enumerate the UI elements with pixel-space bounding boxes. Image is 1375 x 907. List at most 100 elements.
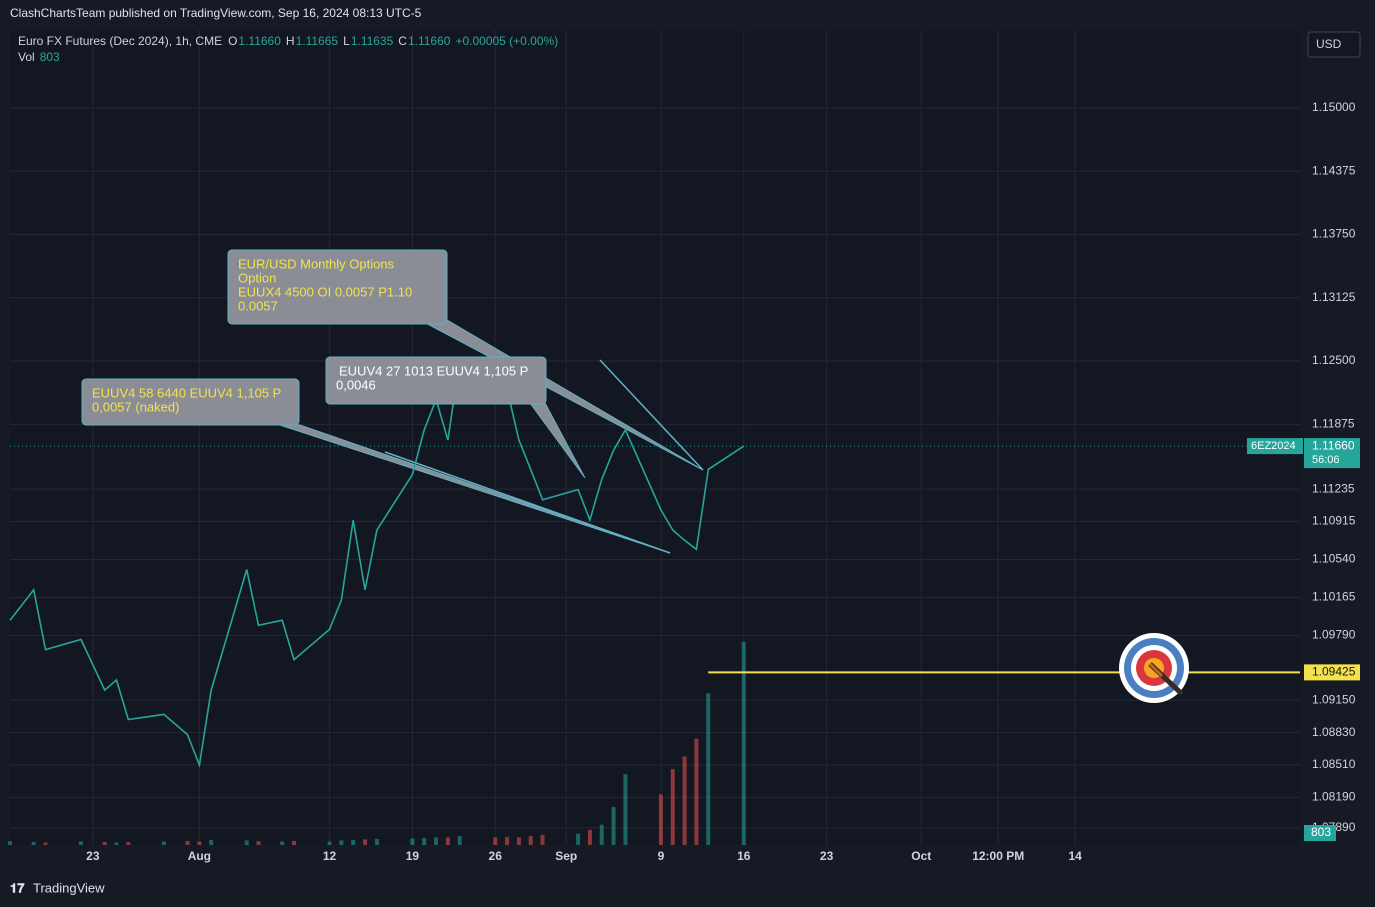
x-tick-label: Oct bbox=[911, 849, 931, 863]
x-tick-label: 14 bbox=[1068, 849, 1082, 863]
x-tick-label: 12:00 PM bbox=[972, 849, 1024, 863]
x-tick-label: 26 bbox=[489, 849, 503, 863]
volume-bar bbox=[694, 738, 699, 845]
volume-tag bbox=[1304, 825, 1336, 841]
x-tick-label: 23 bbox=[820, 849, 834, 863]
volume-bar bbox=[505, 836, 510, 845]
callout-text: 0,0046 bbox=[336, 377, 376, 392]
legend-text: 1.11635 bbox=[351, 34, 394, 48]
target-arrow bbox=[1148, 662, 1164, 678]
volume-bar bbox=[422, 837, 427, 845]
volume-bar bbox=[244, 840, 249, 845]
volume-bar bbox=[209, 839, 214, 845]
callout-box bbox=[325, 356, 547, 405]
currency[interactable]: USD bbox=[1316, 37, 1342, 51]
target-tag bbox=[1304, 664, 1360, 681]
price-line bbox=[9, 358, 745, 769]
volume-label: Vol bbox=[18, 50, 35, 64]
price-tag bbox=[1247, 438, 1303, 455]
target-label: 1.09425 bbox=[1312, 665, 1356, 679]
x-tick-label: Sep bbox=[555, 849, 577, 863]
brand: 𝟏𝟕 TradingView bbox=[10, 880, 105, 895]
y-tick-label: 1.10165 bbox=[1312, 590, 1356, 604]
volume-bar bbox=[457, 836, 462, 845]
y-tick-label: 1.08830 bbox=[1312, 725, 1356, 739]
trendline bbox=[599, 359, 704, 471]
volume-bar bbox=[493, 837, 498, 845]
y-tick-label: 1.15000 bbox=[1312, 100, 1356, 114]
volume-bar bbox=[43, 842, 48, 845]
volume-bar bbox=[197, 841, 202, 845]
legend-text: 1.11660 bbox=[408, 34, 451, 48]
callout-text: EUUV4 58 6440 EUUV4 1,105 P bbox=[92, 385, 281, 400]
y-tick-label: 1.12500 bbox=[1312, 353, 1356, 367]
volume-bar bbox=[516, 837, 521, 845]
volume-bar bbox=[599, 824, 604, 845]
volume-value: 803 bbox=[40, 50, 60, 64]
y-tick-label: 1.08190 bbox=[1312, 790, 1356, 804]
volume-bar bbox=[374, 838, 379, 845]
volume-bar bbox=[161, 841, 166, 845]
legend-text: 1.11665 bbox=[296, 34, 339, 48]
volume-bar bbox=[185, 840, 190, 845]
brand-name: TradingView bbox=[33, 880, 105, 895]
volume-bar bbox=[576, 833, 581, 845]
volume-bars bbox=[8, 641, 746, 845]
price-layer bbox=[9, 358, 1300, 769]
price-tag bbox=[1304, 438, 1360, 469]
volume-bar bbox=[280, 841, 285, 845]
x-tick-label: 23 bbox=[86, 849, 100, 863]
callout-box bbox=[227, 249, 448, 325]
callout-text: EUR/USD Monthly Options bbox=[238, 256, 395, 271]
x-tick-label: Aug bbox=[188, 849, 211, 863]
axes: 1.15000 1.14375 1.13750 1.13125 1.12500 1.118… bbox=[86, 100, 1360, 863]
y-tick-label: 1.09790 bbox=[1312, 628, 1356, 642]
x-tick-label: 16 bbox=[737, 849, 751, 863]
volume-bar bbox=[8, 841, 12, 845]
volume-bar bbox=[339, 840, 344, 845]
volume-bar bbox=[292, 840, 297, 845]
brand-logo: 𝟏𝟕 bbox=[10, 880, 25, 895]
volume-bar bbox=[434, 837, 439, 845]
volume-bar bbox=[445, 837, 450, 845]
volume-bar bbox=[623, 774, 628, 845]
callout-text: 0,0057 (naked) bbox=[92, 399, 179, 414]
legend-text: 1.11660 bbox=[238, 34, 281, 48]
y-tick-label: 1.14375 bbox=[1312, 163, 1356, 177]
callout-text: EUUX4 4500 OI 0.0057 P1.10 bbox=[238, 284, 412, 299]
volume-bar bbox=[31, 841, 36, 845]
callout-box bbox=[81, 378, 300, 426]
volume-bar bbox=[611, 807, 616, 845]
volume-bar bbox=[670, 769, 675, 845]
publisher: ClashChartsTeam published on TradingView… bbox=[10, 6, 422, 20]
y-tick-label: 1.09150 bbox=[1312, 692, 1356, 706]
currency-button[interactable] bbox=[1307, 31, 1361, 58]
callout-text: 0.0057 bbox=[238, 298, 278, 313]
legend-text: L bbox=[343, 34, 350, 48]
volume-bar bbox=[706, 693, 711, 845]
volume-bar bbox=[587, 829, 592, 845]
legend-text: O bbox=[228, 34, 237, 48]
volume-bar bbox=[741, 641, 746, 845]
volume-bar bbox=[658, 794, 663, 845]
y-tick-label: 1.11875 bbox=[1312, 417, 1355, 431]
symbol-label: 6EZ2024 bbox=[1251, 440, 1296, 452]
grid bbox=[10, 30, 1300, 845]
volume-bar bbox=[410, 838, 415, 845]
callout-text: Option bbox=[238, 270, 276, 285]
volume-bar bbox=[126, 841, 131, 845]
volume-bar bbox=[327, 841, 332, 845]
volume-tag-label: 803 bbox=[1311, 825, 1331, 839]
y-tick-label: 1.13125 bbox=[1312, 290, 1356, 304]
x-tick-label: 12 bbox=[323, 849, 337, 863]
volume-bar bbox=[363, 839, 368, 845]
y-tick-label: 1.08510 bbox=[1312, 757, 1356, 771]
volume-bar bbox=[79, 841, 84, 845]
y-tick-label: 1.10915 bbox=[1312, 514, 1356, 528]
y-tick-label: 1.13750 bbox=[1312, 227, 1356, 241]
volume-bar bbox=[540, 834, 545, 845]
countdown: 56:06 bbox=[1312, 454, 1340, 466]
legend: Euro FX Futures (Dec 2024), 1h, CME O 1.11… bbox=[18, 34, 558, 64]
